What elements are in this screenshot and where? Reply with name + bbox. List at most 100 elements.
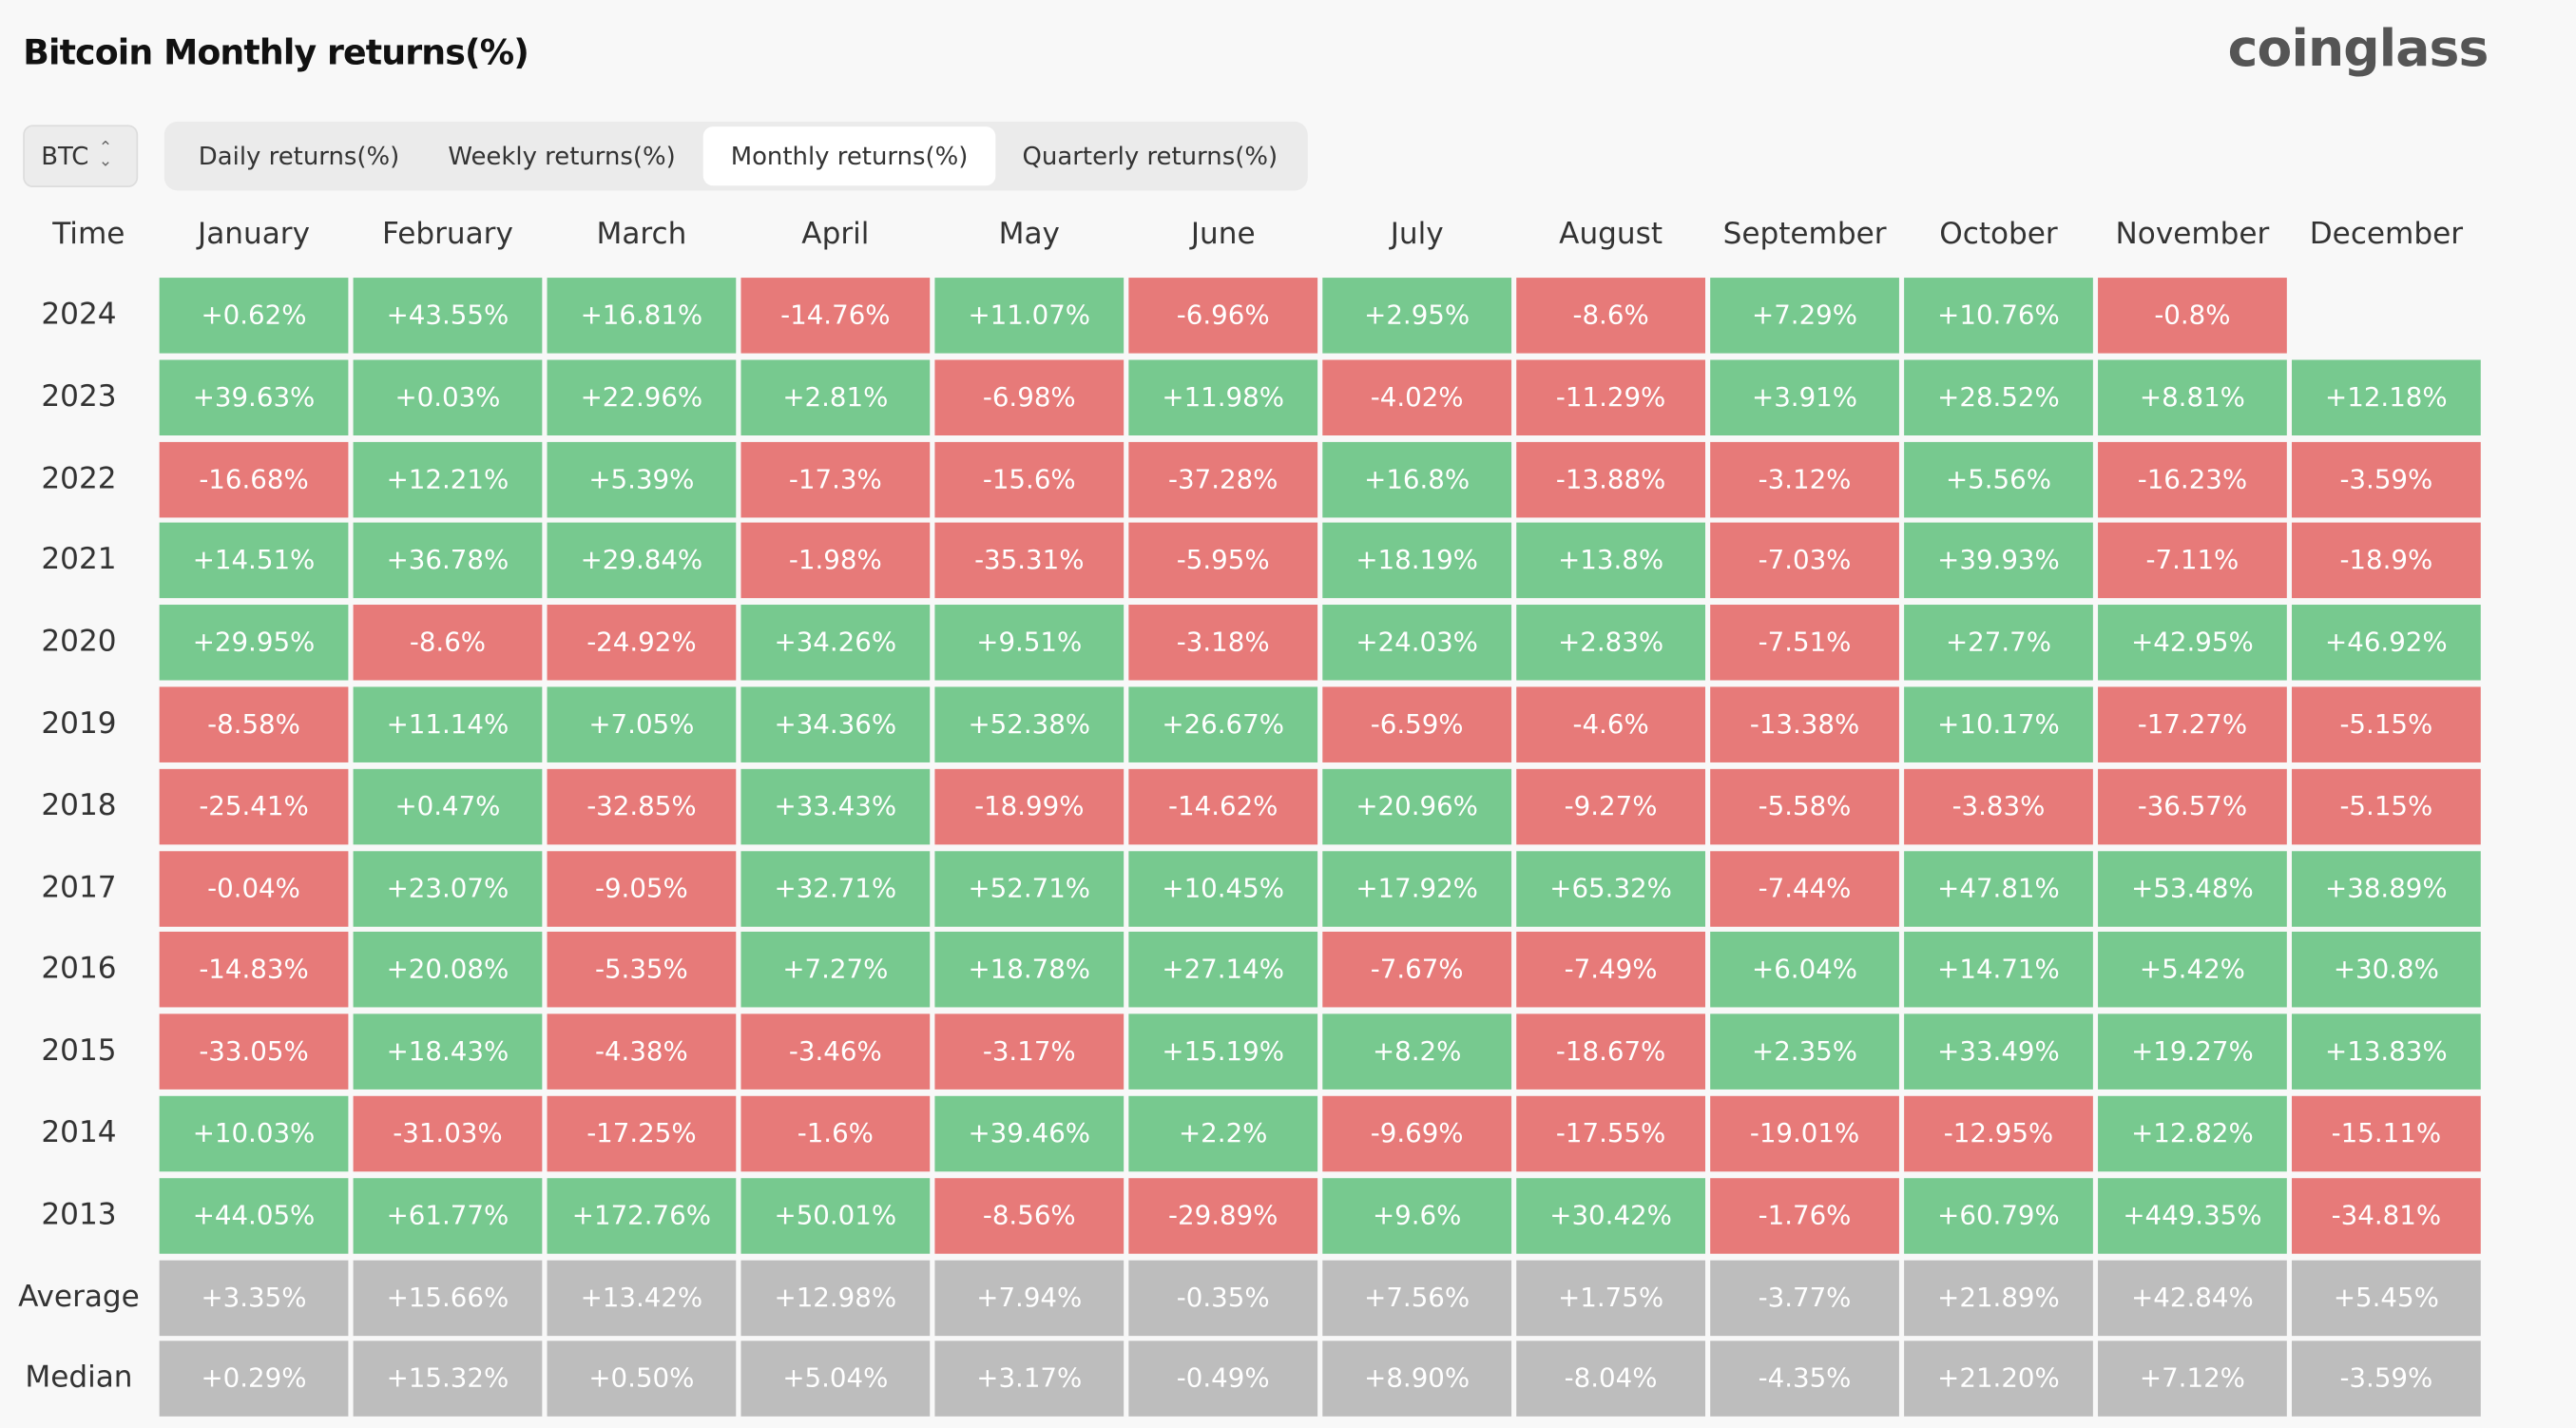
return-cell: +6.04% <box>1710 932 1899 1009</box>
summary-cell: +21.20% <box>1904 1341 2093 1418</box>
return-cell: +29.95% <box>159 605 349 681</box>
summary-cell: -0.49% <box>1128 1341 1318 1418</box>
summary-cell: -0.35% <box>1128 1259 1318 1336</box>
year-label: 2014 <box>41 1115 117 1150</box>
return-cell: -18.9% <box>2292 523 2481 599</box>
return-cell: -7.67% <box>1322 932 1512 1009</box>
summary-cell: +1.75% <box>1516 1259 1705 1336</box>
tab-daily-returns[interactable]: Daily returns(%) <box>198 141 400 171</box>
summary-cell: +8.90% <box>1322 1341 1512 1418</box>
return-cell: +50.01% <box>740 1177 931 1254</box>
return-cell: +9.51% <box>934 605 1125 681</box>
column-header-month: August <box>1559 217 1663 252</box>
return-cell: -3.17% <box>934 1013 1125 1090</box>
return-cell: -9.69% <box>1322 1095 1512 1172</box>
summary-cell: +7.12% <box>2098 1341 2287 1418</box>
year-label: 2022 <box>41 460 117 496</box>
return-cell: -5.15% <box>2292 768 2481 845</box>
return-cell: +61.77% <box>353 1177 543 1254</box>
tab-weekly-returns[interactable]: Weekly returns(%) <box>448 141 676 171</box>
return-cell: +2.2% <box>1128 1095 1318 1172</box>
return-cell: -4.38% <box>547 1013 737 1090</box>
column-header-month: February <box>382 217 513 252</box>
return-cell: -8.58% <box>159 686 349 762</box>
summary-cell: +7.94% <box>934 1259 1125 1336</box>
return-cell: -19.01% <box>1710 1095 1899 1172</box>
return-cell: -7.51% <box>1710 605 1899 681</box>
return-cell: +5.42% <box>2098 932 2287 1009</box>
return-cell: -1.98% <box>740 523 931 599</box>
return-cell: +44.05% <box>159 1177 349 1254</box>
return-cell: -17.25% <box>547 1095 737 1172</box>
return-cell: +34.36% <box>740 686 931 762</box>
return-cell: +3.91% <box>1710 359 1899 435</box>
summary-row-label: Median <box>25 1360 133 1397</box>
summary-cell: -3.59% <box>2292 1341 2481 1418</box>
return-cell: -5.35% <box>547 932 737 1009</box>
return-cell: +53.48% <box>2098 850 2287 927</box>
return-cell: +12.82% <box>2098 1095 2287 1172</box>
return-cell: -3.83% <box>1904 768 2093 845</box>
summary-cell: +12.98% <box>740 1259 931 1336</box>
return-cell: +16.81% <box>547 278 737 354</box>
summary-cell: +3.17% <box>934 1341 1125 1418</box>
return-cell: +30.8% <box>2292 932 2481 1009</box>
return-cell: +33.49% <box>1904 1013 2093 1090</box>
return-cell: +11.07% <box>934 278 1125 354</box>
return-cell: -5.15% <box>2292 686 2481 762</box>
column-header-time: Time <box>52 217 125 252</box>
year-label: 2016 <box>41 952 117 987</box>
summary-cell: -8.04% <box>1516 1341 1705 1418</box>
coin-select[interactable]: BTC ⌃ ⌄ <box>23 125 139 188</box>
return-cell: -3.59% <box>2292 441 2481 517</box>
return-cell: -5.58% <box>1710 768 1899 845</box>
return-cell: -37.28% <box>1128 441 1318 517</box>
column-header-month: January <box>198 217 311 252</box>
tab-monthly-returns[interactable]: Monthly returns(%) <box>702 126 996 186</box>
return-cell: +47.81% <box>1904 850 2093 927</box>
return-cell: +43.55% <box>353 278 543 354</box>
return-cell: -8.56% <box>934 1177 1125 1254</box>
return-cell: -24.92% <box>547 605 737 681</box>
coinglass-logo[interactable]: coinglass <box>2227 19 2489 79</box>
return-cell: +39.93% <box>1904 523 2093 599</box>
return-cell: +36.78% <box>353 523 543 599</box>
year-label: 2018 <box>41 788 117 823</box>
return-cell: -34.81% <box>2292 1177 2481 1254</box>
return-cell: +26.67% <box>1128 686 1318 762</box>
return-cell: +20.96% <box>1322 768 1512 845</box>
return-cell: -17.27% <box>2098 686 2287 762</box>
return-cell: +18.78% <box>934 932 1125 1009</box>
return-cell: +17.92% <box>1322 850 1512 927</box>
return-cell: +38.89% <box>2292 850 2481 927</box>
return-cell: +2.81% <box>740 359 931 435</box>
summary-cell: +7.56% <box>1322 1259 1512 1336</box>
coin-select-value: BTC <box>41 141 89 171</box>
return-cell: +13.8% <box>1516 523 1705 599</box>
return-cell: +0.47% <box>353 768 543 845</box>
tab-quarterly-returns[interactable]: Quarterly returns(%) <box>1022 141 1278 171</box>
year-label: 2023 <box>41 378 117 415</box>
return-cell: +27.14% <box>1128 932 1318 1009</box>
return-cell: +28.52% <box>1904 359 2093 435</box>
return-cell: -6.98% <box>934 359 1125 435</box>
return-cell: +0.03% <box>353 359 543 435</box>
return-cell: -15.11% <box>2292 1095 2481 1172</box>
return-cell: -17.55% <box>1516 1095 1705 1172</box>
return-cell: -6.96% <box>1128 278 1318 354</box>
return-cell: +65.32% <box>1516 850 1705 927</box>
return-cell: +20.08% <box>353 932 543 1009</box>
summary-cell: +15.32% <box>353 1341 543 1418</box>
return-cell: +12.18% <box>2292 359 2481 435</box>
return-cell: +8.81% <box>2098 359 2287 435</box>
return-cell: +7.27% <box>740 932 931 1009</box>
return-cell: -6.59% <box>1322 686 1512 762</box>
year-label: 2024 <box>41 297 117 333</box>
return-cell: -16.68% <box>159 441 349 517</box>
summary-cell: -3.77% <box>1710 1259 1899 1336</box>
return-cell: +16.8% <box>1322 441 1512 517</box>
column-header-month: June <box>1190 217 1256 252</box>
return-cell: +34.26% <box>740 605 931 681</box>
return-cell: -31.03% <box>353 1095 543 1172</box>
return-cell: +18.43% <box>353 1013 543 1090</box>
